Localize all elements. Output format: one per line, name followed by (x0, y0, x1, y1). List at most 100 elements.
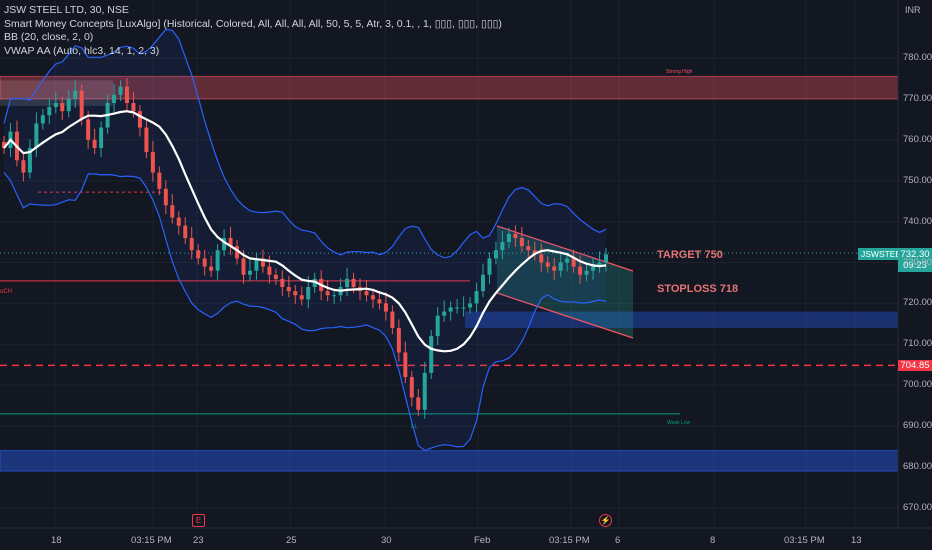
time-axis-tick: 03:15 PM (784, 535, 825, 546)
channel-bottom-line (496, 292, 634, 339)
price-axis-tick: 720.00 (903, 297, 932, 309)
last-price-badge: 732.30 09:23 (898, 248, 932, 272)
candle-body (332, 295, 337, 297)
candle-body (455, 307, 460, 309)
candle-body (124, 86, 129, 103)
target-label: TARGET 750 (657, 249, 723, 261)
time-axis-tick: 6 (615, 535, 621, 546)
price-axis-tick: 740.00 (903, 215, 932, 227)
candle-body (306, 287, 311, 300)
candle-body (209, 266, 214, 271)
time-axis-tick: 30 (381, 535, 392, 546)
candle-body (112, 94, 117, 103)
candle-body (163, 188, 168, 206)
candle-body (280, 278, 285, 288)
legend-bb-indicator[interactable]: BB (20, close, 2, 0) (4, 31, 94, 43)
candle-body (345, 278, 350, 288)
candle-body (157, 172, 162, 189)
candle-body (79, 90, 84, 120)
candle-body (552, 266, 557, 271)
time-axis-tick: 25 (286, 535, 297, 546)
price-axis-tick: 750.00 (903, 174, 932, 186)
candle-body (293, 291, 298, 296)
flash-icon[interactable]: ⚡ (599, 514, 612, 527)
candle-body (370, 295, 375, 300)
candle-body (299, 295, 304, 300)
candle-body (429, 336, 434, 373)
candle-body (27, 147, 32, 173)
legend-smc-indicator[interactable]: Smart Money Concepts [LuxAlgo] (Historic… (4, 17, 502, 30)
time-axis-tick: 13 (851, 535, 862, 546)
time-axis-tick: 03:15 PM (131, 535, 172, 546)
candle-body (500, 242, 505, 251)
candle-body (532, 250, 537, 255)
candle-body (40, 115, 45, 124)
candle-body (66, 98, 71, 112)
last-price: 732.30 (900, 249, 930, 260)
candle-body (99, 127, 104, 148)
candle-body (487, 258, 492, 275)
time-axis-tick: Feb (474, 535, 491, 546)
legend-vwap-indicator[interactable]: VWAP AA (Auto, hlc3, 14, 1, 2, 3) (4, 44, 160, 57)
candle-body (60, 102, 65, 112)
candle-body (47, 107, 52, 116)
candle-body (526, 246, 531, 251)
candle-body (137, 111, 142, 128)
chart-legend: JSW STEEL LTD, 30, NSE Smart Money Conce… (4, 4, 502, 58)
candle-body (170, 205, 175, 218)
candle-body (565, 258, 570, 263)
candle-body (196, 250, 201, 259)
candle-body (578, 266, 583, 275)
candle-body (571, 258, 576, 267)
candle-body (448, 307, 453, 312)
candle-body (325, 291, 330, 296)
ll-label: LL (411, 424, 418, 430)
candle-body (53, 102, 58, 108)
price-axis-tick: 730.00 (903, 256, 932, 268)
candle-body (254, 258, 259, 271)
candle-body (273, 274, 278, 279)
candle-body (584, 270, 589, 275)
candle-body (92, 139, 97, 148)
time-axis-tick: 23 (193, 535, 204, 546)
candle-body (118, 86, 123, 95)
candle-body (286, 287, 291, 292)
candle-body (247, 270, 252, 275)
candle-body (364, 291, 369, 296)
candle-body (312, 278, 317, 288)
stoploss-label: STOPLOSS 718 (657, 283, 739, 295)
candle-body (539, 254, 544, 263)
candle-body (493, 250, 498, 259)
price-axis-tick: 710.00 (903, 338, 932, 350)
candle-body (86, 119, 91, 140)
candle-body (513, 233, 518, 238)
candle-body (390, 311, 395, 328)
candle-body (591, 266, 596, 271)
supply-zone-left (0, 80, 113, 106)
candle-body (442, 311, 447, 316)
candle-body (474, 291, 479, 304)
bollinger-lower-line (3, 172, 607, 452)
candle-body (260, 258, 265, 267)
strong-high-label: Strong High (666, 69, 693, 75)
candle-body (150, 152, 155, 173)
choch-left-label: oCH (0, 289, 13, 295)
candle-body (396, 327, 401, 353)
candle-body (377, 299, 382, 304)
earnings-icon[interactable]: E (192, 514, 205, 527)
weak-low-label: Weak Low (667, 420, 691, 426)
price-axis-tick: 780.00 (903, 52, 932, 63)
price-axis-tick: 670.00 (903, 501, 932, 513)
candle-body (416, 397, 421, 410)
legend-symbol-title[interactable]: JSW STEEL LTD, 30, NSE (4, 4, 129, 16)
candle-body (545, 262, 550, 267)
trend-channel-fill (497, 226, 633, 338)
bar-countdown: 09:23 (903, 260, 927, 271)
candle-body (519, 237, 524, 247)
bollinger-band-fill (4, 29, 606, 451)
candle-body (176, 217, 181, 226)
price-axis-tick: 700.00 (903, 379, 932, 391)
demand-zone-right (465, 311, 898, 328)
candle-body (468, 303, 473, 308)
